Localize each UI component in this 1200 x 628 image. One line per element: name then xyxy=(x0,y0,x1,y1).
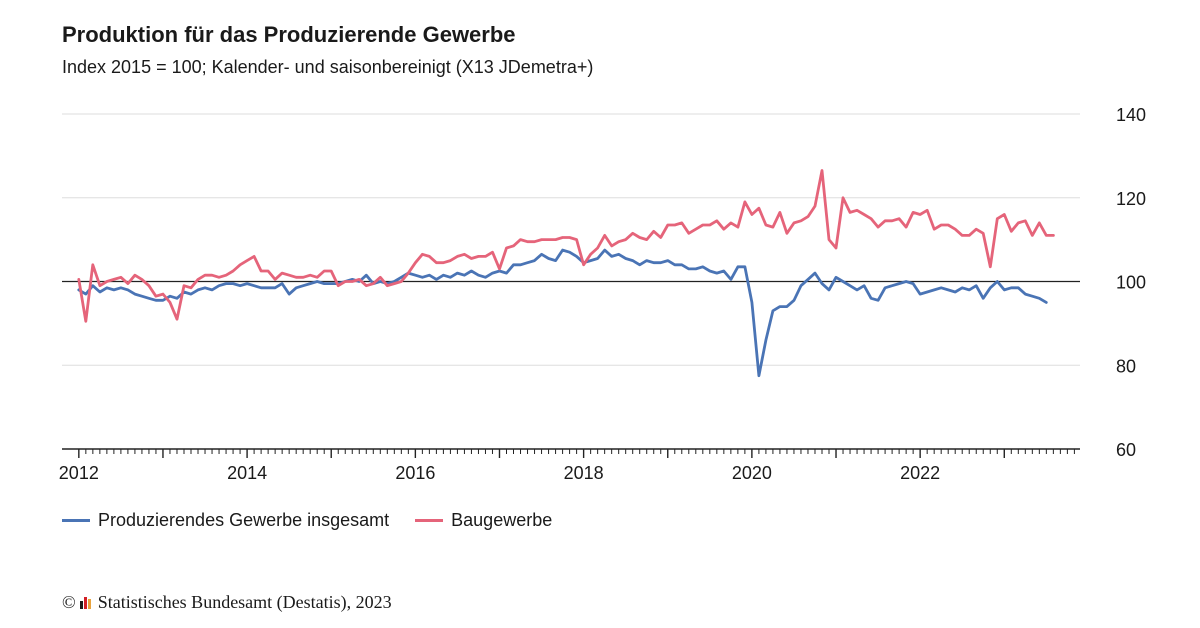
series-line-produzierendes-gewerbe xyxy=(77,248,1048,378)
x-tick-label: 2020 xyxy=(732,463,772,483)
chart-title: Produktion für das Produzierende Gewerbe xyxy=(62,22,516,47)
x-tick-label: 2014 xyxy=(227,463,267,483)
x-tick-label: 2022 xyxy=(900,463,940,483)
legend-item-baugewerbe[interactable]: Baugewerbe xyxy=(415,510,552,531)
y-tick-label: 60 xyxy=(1116,440,1136,460)
x-tick-label: 2012 xyxy=(59,463,99,483)
legend-swatch-red xyxy=(415,519,444,522)
x-tick-label: 2016 xyxy=(395,463,435,483)
line-chart: 2012 2014 2016 2018 2020 2022 60 80 100 120 140 xyxy=(59,105,1146,483)
legend-swatch-blue xyxy=(62,519,90,522)
source-footer: © Statistisches Bundesamt (Destatis), 20… xyxy=(62,592,392,613)
legend-item-produzierendes-gewerbe[interactable]: Produzierendes Gewerbe insgesamt xyxy=(62,510,389,531)
y-tick-label: 80 xyxy=(1116,356,1136,376)
source-text: Statistisches Bundesamt (Destatis), 2023 xyxy=(97,592,392,612)
chart-subtitle: Index 2015 = 100; Kalender- und saisonbe… xyxy=(62,57,594,77)
legend: Produzierendes Gewerbe insgesamt Baugewe… xyxy=(62,510,578,531)
y-tick-label: 100 xyxy=(1116,273,1146,293)
series-line-baugewerbe xyxy=(77,169,1055,323)
x-axis: 2012 2014 2016 2018 2020 2022 xyxy=(59,448,1080,483)
copyright-symbol: © xyxy=(62,592,76,612)
legend-label: Baugewerbe xyxy=(451,510,553,530)
y-tick-label: 120 xyxy=(1116,189,1146,209)
destatis-logo-icon xyxy=(79,596,92,609)
grid-lines xyxy=(62,113,1080,366)
legend-label: Produzierendes Gewerbe insgesamt xyxy=(98,510,390,530)
y-axis: 60 80 100 120 140 xyxy=(1116,105,1146,460)
series-lines xyxy=(77,169,1055,378)
x-tick-label: 2018 xyxy=(564,463,604,483)
y-tick-label: 140 xyxy=(1116,105,1146,125)
